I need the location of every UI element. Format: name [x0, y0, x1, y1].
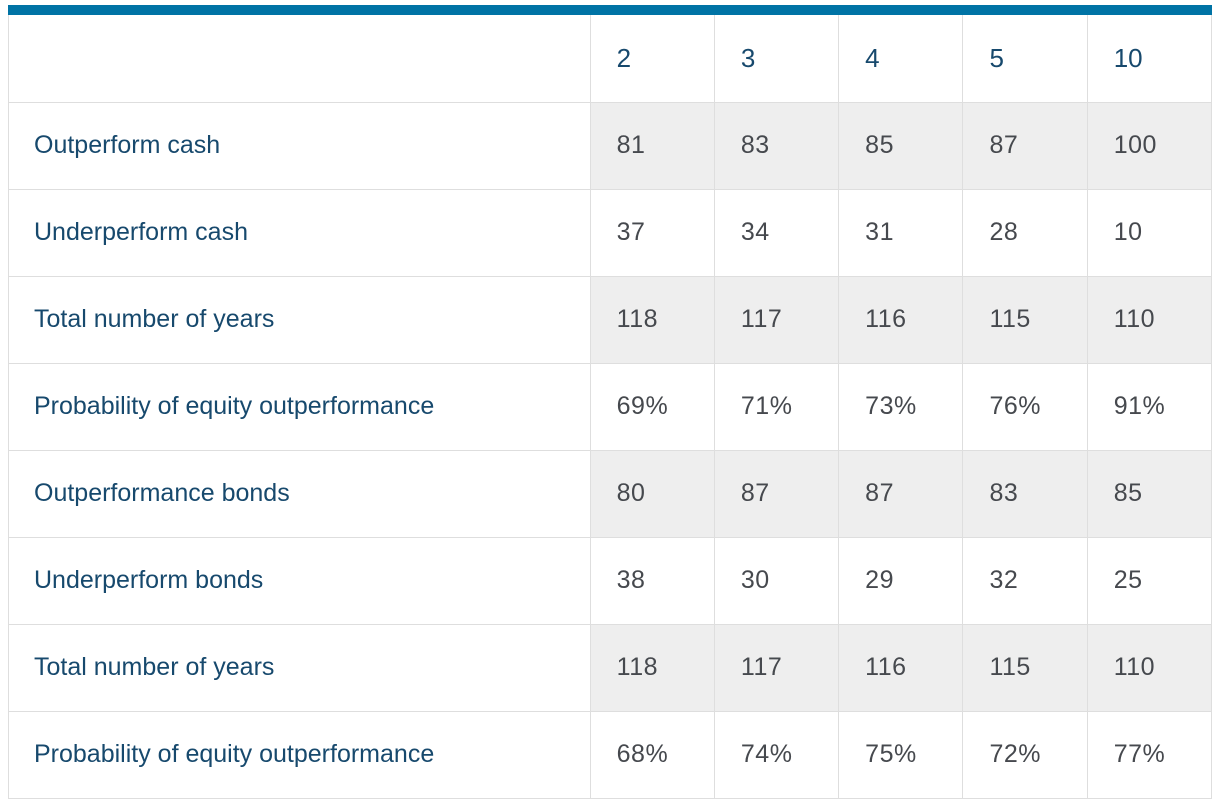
- value-cell: 34: [713, 188, 840, 277]
- table-row: Probability of equity outperformance 68% 7…: [8, 710, 1213, 799]
- column-header-5: 5: [962, 5, 1088, 103]
- column-header-4: 4: [838, 5, 964, 103]
- value-cell: 32: [962, 536, 1088, 625]
- value-cell: 117: [713, 623, 840, 712]
- value-cell: 81: [589, 101, 715, 190]
- table-body: Outperform cash 81 83 85 87 100 Underperform c…: [8, 101, 1213, 799]
- value-cell: 38: [589, 536, 715, 625]
- value-cell: 37: [589, 188, 715, 277]
- value-cell: 77%: [1086, 710, 1213, 799]
- value-cell: 87: [962, 101, 1088, 190]
- table-row: Probability of equity outperformance 69% 7…: [8, 362, 1213, 451]
- value-cell: 115: [962, 275, 1088, 364]
- value-cell: 91%: [1086, 362, 1213, 451]
- row-label-cell: Underperform cash: [8, 188, 591, 277]
- value-cell: 115: [962, 623, 1088, 712]
- value-cell: 69%: [589, 362, 715, 451]
- value-cell: 110: [1086, 623, 1213, 712]
- value-cell: 30: [713, 536, 840, 625]
- row-label-cell: Probability of equity outperformance: [8, 362, 591, 451]
- value-cell: 28: [962, 188, 1088, 277]
- row-label-cell: Probability of equity outperformance: [8, 710, 591, 799]
- row-label-cell: Total number of years: [8, 275, 591, 364]
- value-cell: 110: [1086, 275, 1213, 364]
- value-cell: 116: [838, 623, 964, 712]
- value-cell: 87: [713, 449, 840, 538]
- value-cell: 25: [1086, 536, 1213, 625]
- value-cell: 10: [1086, 188, 1213, 277]
- row-label-cell: Outperformance bonds: [8, 449, 591, 538]
- value-cell: 76%: [962, 362, 1088, 451]
- value-cell: 68%: [589, 710, 715, 799]
- value-cell: 117: [713, 275, 840, 364]
- value-cell: 116: [838, 275, 964, 364]
- value-cell: 85: [838, 101, 964, 190]
- table-row: Underperform bonds 38 30 29 32 25: [8, 536, 1213, 625]
- column-header-10: 10: [1086, 5, 1213, 103]
- value-cell: 87: [838, 449, 964, 538]
- column-header-2: 2: [589, 5, 715, 103]
- row-label-cell: Outperform cash: [8, 101, 591, 190]
- value-cell: 80: [589, 449, 715, 538]
- row-label-cell: Total number of years: [8, 623, 591, 712]
- table-row: Outperform cash 81 83 85 87 100: [8, 101, 1213, 190]
- value-cell: 31: [838, 188, 964, 277]
- table-row: Outperformance bonds 80 87 87 83 85: [8, 449, 1213, 538]
- value-cell: 100: [1086, 101, 1213, 190]
- row-label-cell: Underperform bonds: [8, 536, 591, 625]
- value-cell: 72%: [962, 710, 1088, 799]
- value-cell: 83: [713, 101, 840, 190]
- value-cell: 29: [838, 536, 964, 625]
- value-cell: 83: [962, 449, 1088, 538]
- table-row: Total number of years 118 117 116 115 110: [8, 623, 1213, 712]
- header-row: 2 3 4 5 10: [8, 5, 1213, 103]
- value-cell: 118: [589, 275, 715, 364]
- value-cell: 118: [589, 623, 715, 712]
- table-row: Total number of years 118 117 116 115 110: [8, 275, 1213, 364]
- value-cell: 71%: [713, 362, 840, 451]
- value-cell: 73%: [838, 362, 964, 451]
- table-row: Underperform cash 37 34 31 28 10: [8, 188, 1213, 277]
- corner-cell: [8, 5, 591, 103]
- value-cell: 75%: [838, 710, 964, 799]
- value-cell: 85: [1086, 449, 1213, 538]
- column-header-3: 3: [713, 5, 840, 103]
- value-cell: 74%: [713, 710, 840, 799]
- equity-outperformance-table: 2 3 4 5 10 Outperform cash 81 83 85 87 100 Und…: [8, 5, 1213, 799]
